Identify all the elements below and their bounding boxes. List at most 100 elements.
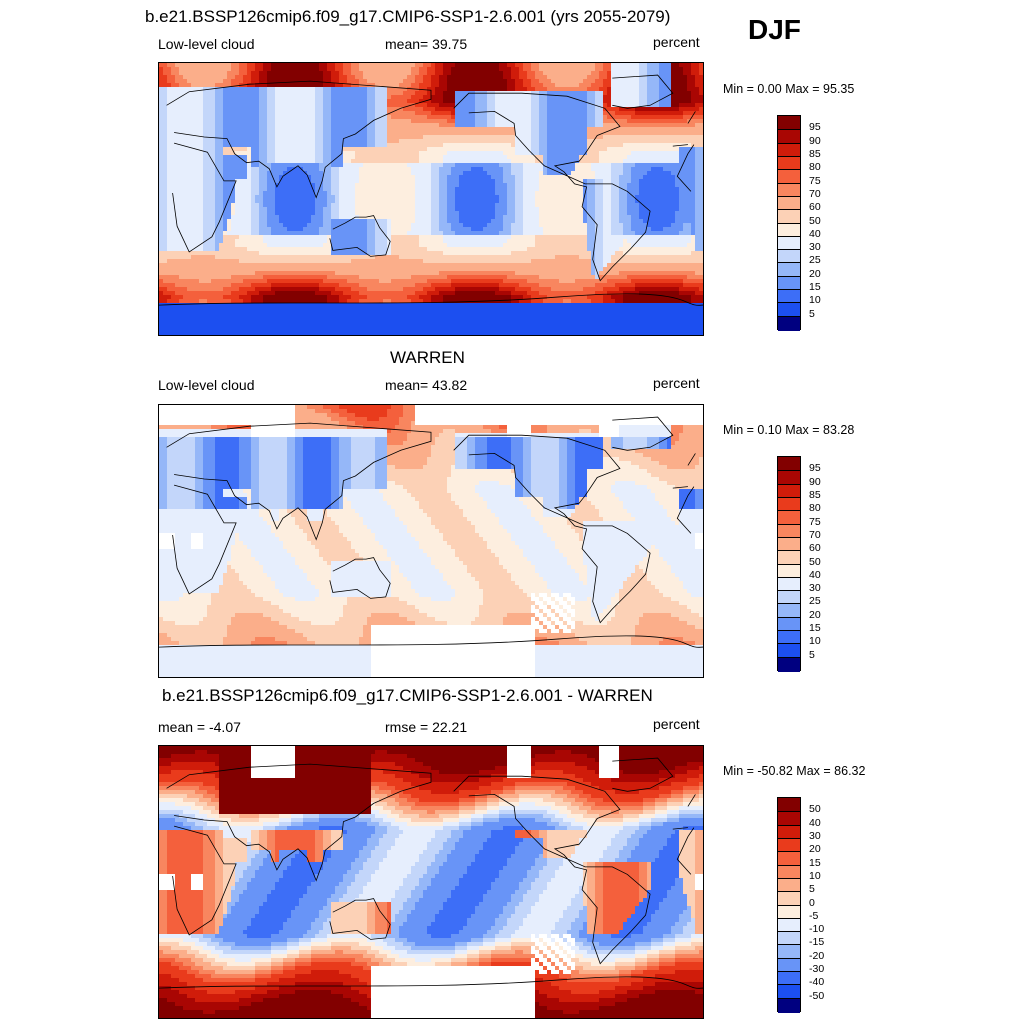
map-cell xyxy=(695,131,700,136)
map-cell xyxy=(507,127,512,132)
map-cell xyxy=(619,179,624,184)
map-cell xyxy=(283,155,288,160)
map-cell xyxy=(287,203,292,208)
map-cell xyxy=(443,151,448,156)
map-cell xyxy=(663,191,668,196)
map-cell xyxy=(363,187,368,192)
map-cell xyxy=(563,143,568,148)
map-cell xyxy=(339,135,344,140)
map-cell xyxy=(255,111,260,116)
map-cell xyxy=(175,179,180,184)
map-cell xyxy=(399,119,404,124)
map-cell xyxy=(187,147,192,152)
map-cell xyxy=(343,187,348,192)
map-cell xyxy=(239,91,244,96)
map-cell xyxy=(555,99,560,104)
map-cell xyxy=(547,91,552,96)
map-cell xyxy=(203,95,208,100)
map-cell xyxy=(491,103,496,108)
map-cell xyxy=(191,159,196,164)
map-cell xyxy=(371,115,376,120)
map-cell xyxy=(483,131,488,136)
map-cell xyxy=(247,131,252,136)
map-cell xyxy=(227,151,232,156)
map-cell xyxy=(675,119,680,124)
map-cell xyxy=(615,131,620,136)
map-cell xyxy=(559,163,564,168)
map-cell xyxy=(295,103,300,108)
map-cell xyxy=(203,67,208,72)
map-cell xyxy=(523,159,528,164)
map-cell xyxy=(331,147,336,152)
map-cell xyxy=(455,195,460,200)
map-cell xyxy=(387,63,392,68)
map-cell xyxy=(515,187,520,192)
map-cell xyxy=(603,87,608,92)
map-cell xyxy=(507,171,512,176)
map-cell xyxy=(183,143,188,148)
map-cell xyxy=(583,179,588,184)
map-cell xyxy=(399,187,404,192)
map-cell xyxy=(335,67,340,72)
map-cell xyxy=(431,87,436,92)
map-cell xyxy=(635,83,640,88)
map-cell xyxy=(595,107,600,112)
map-cell xyxy=(671,159,676,164)
map-cell xyxy=(403,195,408,200)
map-cell xyxy=(327,159,332,164)
map-cell xyxy=(423,103,428,108)
map-cell xyxy=(219,83,224,88)
map-cell xyxy=(439,75,444,80)
map-cell xyxy=(343,175,348,180)
map-cell xyxy=(423,151,428,156)
map-cell xyxy=(195,151,200,156)
map-cell xyxy=(395,123,400,128)
map-cell xyxy=(475,143,480,148)
map-cell xyxy=(383,123,388,128)
map-cell xyxy=(623,187,628,192)
map-cell xyxy=(563,115,568,120)
map-cell xyxy=(603,123,608,128)
map-cell xyxy=(459,179,464,184)
map-cell xyxy=(555,83,560,88)
map-cell xyxy=(259,151,264,156)
map-cell xyxy=(251,103,256,108)
map-cell xyxy=(699,139,703,144)
map-cell xyxy=(543,123,548,128)
map-cell xyxy=(475,207,480,212)
map-cell xyxy=(199,171,204,176)
map-cell xyxy=(491,95,496,100)
map-cell xyxy=(239,95,244,100)
map-cell xyxy=(623,99,628,104)
map-cell xyxy=(631,99,636,104)
map-cell xyxy=(323,139,328,144)
map-cell xyxy=(447,75,452,80)
map-cell xyxy=(323,191,328,196)
map-cell xyxy=(395,195,400,200)
map-cell xyxy=(251,63,256,68)
map-cell xyxy=(511,151,516,156)
map-cell xyxy=(231,175,236,180)
map-cell xyxy=(699,67,703,72)
map-cell xyxy=(631,199,636,204)
map-cell xyxy=(223,75,228,80)
map-cell xyxy=(395,183,400,188)
map-cell xyxy=(671,71,676,76)
map-cell xyxy=(219,99,224,104)
map-cell xyxy=(291,151,296,156)
map-cell xyxy=(263,139,268,144)
map-cell xyxy=(435,123,440,128)
map-cell xyxy=(387,199,392,204)
map-cell xyxy=(391,87,396,92)
map-cell xyxy=(535,75,540,80)
map-cell xyxy=(171,167,176,172)
map-cell xyxy=(311,67,316,72)
map-cell xyxy=(211,127,216,132)
map-cell xyxy=(583,119,588,124)
map-cell xyxy=(503,159,508,164)
map-cell xyxy=(679,203,684,208)
map-cell xyxy=(295,187,300,192)
map-cell xyxy=(463,179,468,184)
map-cell xyxy=(199,123,204,128)
map-cell xyxy=(259,187,264,192)
